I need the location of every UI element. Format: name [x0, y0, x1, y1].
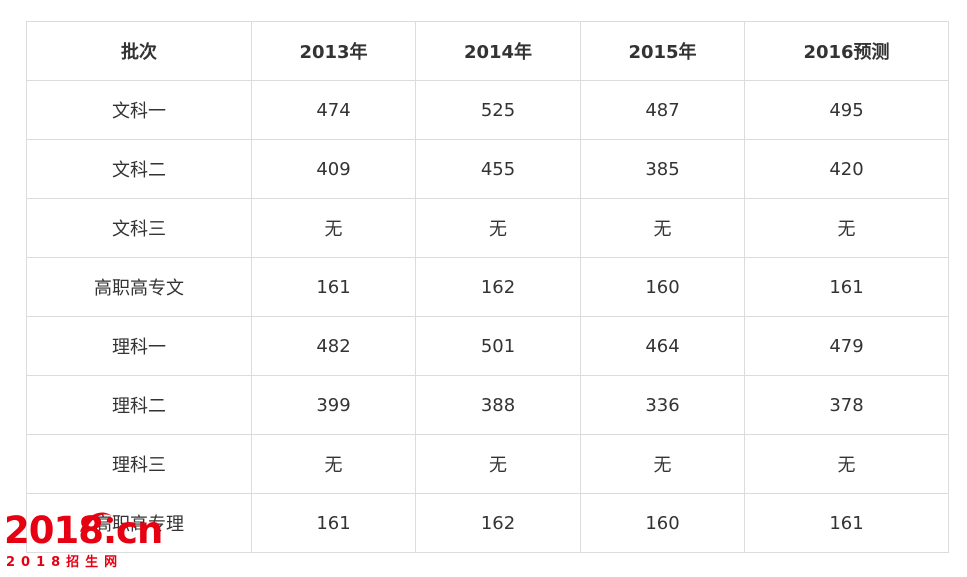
batch-cell: 文科三 [26, 198, 252, 258]
table-row: 文科一 474 525 487 495 [26, 80, 949, 140]
score-cell: 160 [580, 257, 745, 317]
site-watermark-logo: 2018.cn 2018招生网 [4, 512, 164, 574]
table-row: 理科三 无 无 无 无 [26, 434, 949, 494]
batch-cell: 文科二 [26, 139, 252, 199]
header-2014: 2014年 [415, 21, 581, 81]
score-cell: 无 [580, 434, 745, 494]
score-cell: 162 [415, 257, 581, 317]
table-row: 理科一 482 501 464 479 [26, 316, 949, 376]
header-2015: 2015年 [580, 21, 745, 81]
score-cell: 162 [415, 493, 581, 553]
swirl-icon [80, 512, 113, 532]
score-table: 批次 2013年 2014年 2015年 2016预测 文科一 474 525 … [26, 21, 949, 553]
score-cell: 464 [580, 316, 745, 376]
score-cell: 无 [251, 434, 416, 494]
score-cell: 160 [580, 493, 745, 553]
score-cell: 388 [415, 375, 581, 435]
score-cell: 无 [744, 198, 949, 258]
score-cell: 161 [251, 493, 416, 553]
header-2013: 2013年 [251, 21, 416, 81]
score-cell: 161 [744, 257, 949, 317]
watermark-domain: 2018.cn [4, 509, 163, 552]
score-cell: 无 [415, 434, 581, 494]
score-cell: 399 [251, 375, 416, 435]
table-header-row: 批次 2013年 2014年 2015年 2016预测 [26, 21, 949, 81]
score-cell: 无 [744, 434, 949, 494]
score-cell: 420 [744, 139, 949, 199]
score-cell: 479 [744, 316, 949, 376]
table-row: 文科二 409 455 385 420 [26, 139, 949, 199]
header-2016-forecast: 2016预测 [744, 21, 949, 81]
table-row: 理科二 399 388 336 378 [26, 375, 949, 435]
batch-cell: 高职高专文 [26, 257, 252, 317]
score-cell: 525 [415, 80, 581, 140]
header-batch: 批次 [26, 21, 252, 81]
table-row: 高职高专理 161 162 160 161 [26, 493, 949, 553]
score-cell: 336 [580, 375, 745, 435]
score-cell: 501 [415, 316, 581, 376]
watermark-site-name: 2018招生网 [6, 555, 124, 570]
score-cell: 385 [580, 139, 745, 199]
batch-cell: 文科一 [26, 80, 252, 140]
score-cell: 161 [251, 257, 416, 317]
score-cell: 无 [580, 198, 745, 258]
score-cell: 474 [251, 80, 416, 140]
score-cell: 161 [744, 493, 949, 553]
score-cell: 409 [251, 139, 416, 199]
score-cell: 482 [251, 316, 416, 376]
score-cell: 无 [251, 198, 416, 258]
score-cell: 495 [744, 80, 949, 140]
table-row: 文科三 无 无 无 无 [26, 198, 949, 258]
batch-cell: 理科三 [26, 434, 252, 494]
table-row: 高职高专文 161 162 160 161 [26, 257, 949, 317]
batch-cell: 理科一 [26, 316, 252, 376]
score-cell: 378 [744, 375, 949, 435]
batch-cell: 理科二 [26, 375, 252, 435]
score-cell: 无 [415, 198, 581, 258]
score-cell: 455 [415, 139, 581, 199]
batch-cell: 高职高专理 [26, 493, 252, 553]
score-cell: 487 [580, 80, 745, 140]
